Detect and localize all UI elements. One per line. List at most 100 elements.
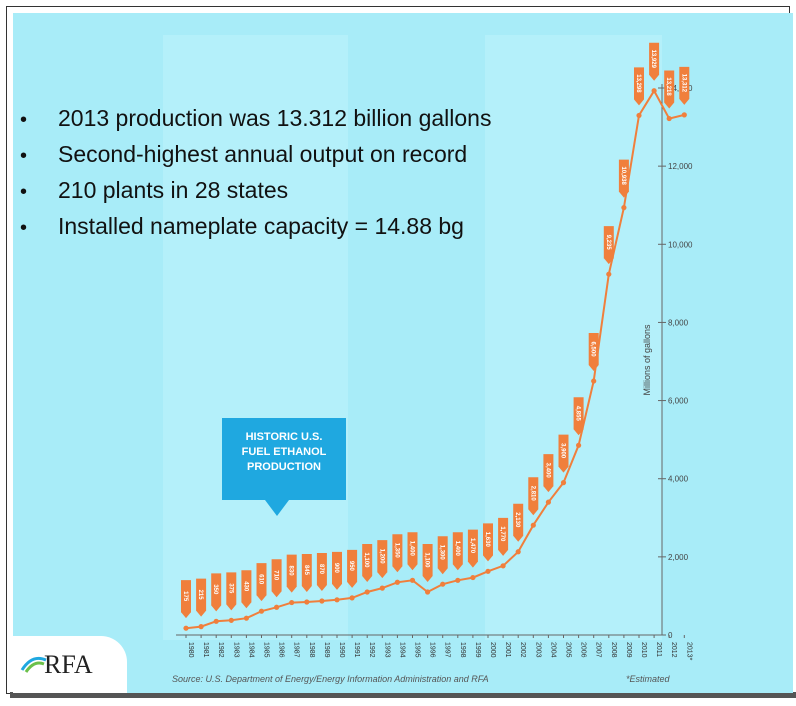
- data-point: [576, 442, 582, 448]
- data-label: 9,235: [605, 235, 611, 251]
- x-tick-label: 1995: [414, 642, 421, 658]
- data-point: [470, 574, 476, 581]
- y-tick-label: 12,000: [668, 162, 693, 171]
- data-label: 1,100: [424, 553, 430, 569]
- data-label: 1,470: [469, 538, 475, 554]
- x-tick-label: 1994: [398, 642, 405, 658]
- x-tick-label: 2013*: [685, 642, 692, 661]
- x-tick-label: 2012: [670, 642, 677, 658]
- production-series-line: [185, 88, 685, 630]
- data-point: [274, 604, 280, 610]
- data-label: 430: [242, 581, 248, 592]
- historic-production-callout: HISTORIC U.S. FUEL ETHANOL PRODUCTION: [222, 418, 346, 500]
- y-tick-label: 10,000: [668, 240, 693, 249]
- x-tick-label: 1981: [202, 642, 209, 658]
- data-label-tag: [407, 532, 418, 571]
- data-label-tag: [558, 434, 569, 473]
- x-tick-label: 1985: [263, 642, 270, 658]
- x-tick-label: 2011: [655, 642, 662, 657]
- data-point: [606, 271, 612, 277]
- bullet-item: • 210 plants in 28 states: [20, 172, 491, 208]
- bullet-dot: •: [20, 145, 28, 167]
- data-label: 950: [348, 561, 354, 572]
- data-label: 13,312: [680, 74, 686, 93]
- x-tick-label: 1990: [338, 642, 345, 658]
- data-label-tag: [679, 66, 690, 105]
- data-point: [651, 88, 657, 94]
- y-tick-label: 0: [668, 631, 673, 640]
- data-label-tag: [634, 67, 644, 106]
- y-tick-label: 8,000: [668, 318, 689, 327]
- x-tick-label: 2003: [534, 642, 541, 658]
- background-band: [163, 35, 348, 640]
- data-label-tag: [392, 534, 403, 573]
- x-tick-label: 2008: [610, 642, 617, 658]
- data-label: 10,938: [620, 166, 626, 185]
- data-label-tag: [181, 580, 191, 619]
- y-tick-label: 6,000: [668, 397, 689, 406]
- data-label: 4,855: [575, 406, 581, 422]
- data-point: [425, 589, 431, 595]
- data-point: [455, 577, 461, 583]
- data-label: 1,630: [484, 532, 490, 548]
- y-tick-label: 4,000: [668, 475, 689, 484]
- data-point: [515, 549, 521, 555]
- data-label-tag: [649, 42, 660, 81]
- data-label-tag: [452, 532, 463, 571]
- data-point: [636, 112, 642, 119]
- callout-line: FUEL ETHANOL: [241, 446, 327, 458]
- data-label: 215: [197, 590, 203, 601]
- data-point: [621, 205, 627, 211]
- data-label-tag: [362, 544, 373, 583]
- data-point: [545, 499, 552, 505]
- data-point: [228, 617, 234, 623]
- bullet-list: • 2013 production was 13.312 billion gall…: [20, 100, 491, 244]
- x-tick-label: 1991: [353, 642, 360, 658]
- data-point: [258, 608, 265, 614]
- bullet-text: Second-highest annual output on record: [58, 141, 468, 167]
- data-label-tag: [241, 570, 252, 609]
- x-tick-label: 2005: [565, 642, 572, 658]
- rfa-logo-text: RFA: [44, 650, 93, 679]
- data-label: 845: [303, 565, 309, 576]
- data-label-tag: [301, 553, 312, 592]
- data-label-tag: [573, 397, 584, 436]
- x-tick-label: 2001: [504, 642, 511, 658]
- data-label-tag: [528, 477, 539, 516]
- data-point: [591, 378, 597, 384]
- data-label-tag: [483, 523, 493, 562]
- rfa-swoosh-icon: [20, 656, 47, 673]
- x-tick-label: 1982: [217, 642, 224, 658]
- data-point: [243, 615, 249, 621]
- x-tick-label: 1984: [247, 642, 254, 658]
- x-tick-label: 1986: [278, 642, 285, 658]
- data-label: 13,298: [635, 74, 641, 93]
- data-label: 13,218: [665, 77, 671, 96]
- data-label-tag: [467, 529, 478, 568]
- data-label: 1,770: [499, 526, 505, 542]
- data-point: [666, 115, 672, 122]
- data-label-tag: [543, 454, 554, 493]
- x-tick-label: 1993: [383, 642, 390, 658]
- data-label: 1,100: [363, 553, 369, 569]
- data-label-tag: [316, 553, 327, 592]
- data-point: [289, 599, 295, 606]
- bullet-text: Installed nameplate capacity = 14.88 bg: [58, 213, 464, 239]
- data-label: 375: [227, 583, 233, 594]
- data-label-tag: [422, 544, 433, 583]
- data-point: [560, 480, 567, 486]
- bullet-dot: •: [20, 217, 28, 239]
- data-label: 350: [212, 584, 218, 595]
- data-label: 1,350: [393, 543, 399, 559]
- data-point: [485, 568, 491, 574]
- chart-source: Source: U.S. Department of Energy/Energy…: [172, 674, 489, 684]
- x-tick-label: 2010: [640, 642, 647, 658]
- x-tick-label: 1988: [308, 642, 315, 658]
- background-band: [485, 35, 662, 640]
- x-tick-label: 2006: [580, 642, 587, 658]
- bullet-dot: •: [20, 181, 28, 203]
- x-tick-label: 1998: [459, 642, 466, 658]
- x-tick-label: 1983: [232, 642, 239, 658]
- estimated-note: *Estimated: [626, 674, 670, 684]
